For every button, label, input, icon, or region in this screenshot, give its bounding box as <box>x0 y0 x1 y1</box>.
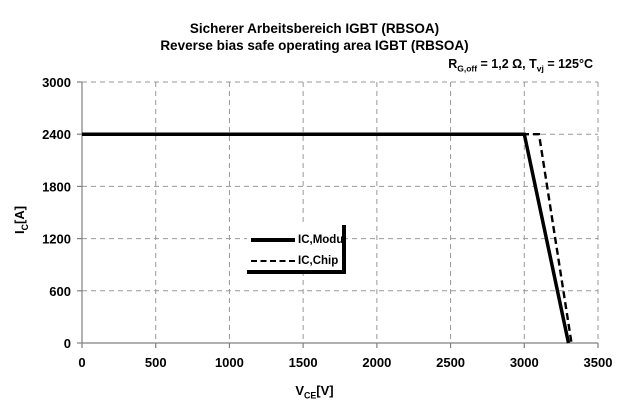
y-tick-label: 0 <box>64 336 71 351</box>
y-tick-label: 1200 <box>42 232 71 247</box>
x-tick-label: 1000 <box>215 355 244 370</box>
legend-item-ic-modul: IC,Modul <box>251 229 347 250</box>
tvj-value: = 125°C <box>543 57 593 71</box>
solid-line-sample-icon <box>251 237 295 242</box>
x-axis-title: VCE[V] <box>0 383 629 401</box>
x-tick-label: 2500 <box>436 355 465 370</box>
chart-legend: IC,Modul IC,Chip <box>247 225 347 274</box>
series-line-ic-chip <box>82 132 573 344</box>
tvj-subscript: vj <box>536 63 544 74</box>
rg-value: = 1,2 Ω, <box>477 57 530 71</box>
y-tick-label: 1800 <box>42 179 71 194</box>
test-conditions-annotation: RG,off = 1,2 Ω, Tvj = 125°C <box>448 57 593 74</box>
y-tick-label: 2400 <box>42 127 71 142</box>
dashed-line-sample-icon <box>251 259 295 262</box>
x-tick-label: 2000 <box>362 355 391 370</box>
y-tick-label: 600 <box>49 284 71 299</box>
chart-subtitle: Reverse bias safe operating area IGBT (R… <box>160 38 469 53</box>
x-axis-symbol: V <box>295 383 305 398</box>
x-axis-unit: [V] <box>316 383 334 398</box>
y-axis-symbol: I <box>12 230 28 235</box>
x-tick-label: 500 <box>145 355 167 370</box>
y-axis-title: IC[A] <box>12 206 30 234</box>
y-tick-label: 3000 <box>42 75 71 90</box>
rg-subscript: G,off <box>457 63 478 74</box>
x-tick-label: 3500 <box>584 355 613 370</box>
y-axis-unit: [A] <box>12 205 28 225</box>
legend-label-ic-modul: IC,Modul <box>298 233 347 246</box>
legend-label-ic-chip: IC,Chip <box>298 254 339 267</box>
tvj-symbol: T <box>529 57 537 71</box>
x-tick-label: 0 <box>78 355 85 370</box>
x-axis-subscript: CE <box>304 390 317 401</box>
y-axis-subscript: C <box>19 224 30 231</box>
rg-symbol: R <box>448 57 458 71</box>
x-tick-label: 1500 <box>289 355 318 370</box>
x-tick-label: 3000 <box>510 355 539 370</box>
chart-title-block: Sicherer Arbeitsbereich IGBT (RBSOA) Rev… <box>0 20 629 54</box>
legend-item-ic-chip: IC,Chip <box>251 250 342 271</box>
chart-title: Sicherer Arbeitsbereich IGBT (RBSOA) <box>189 21 440 36</box>
